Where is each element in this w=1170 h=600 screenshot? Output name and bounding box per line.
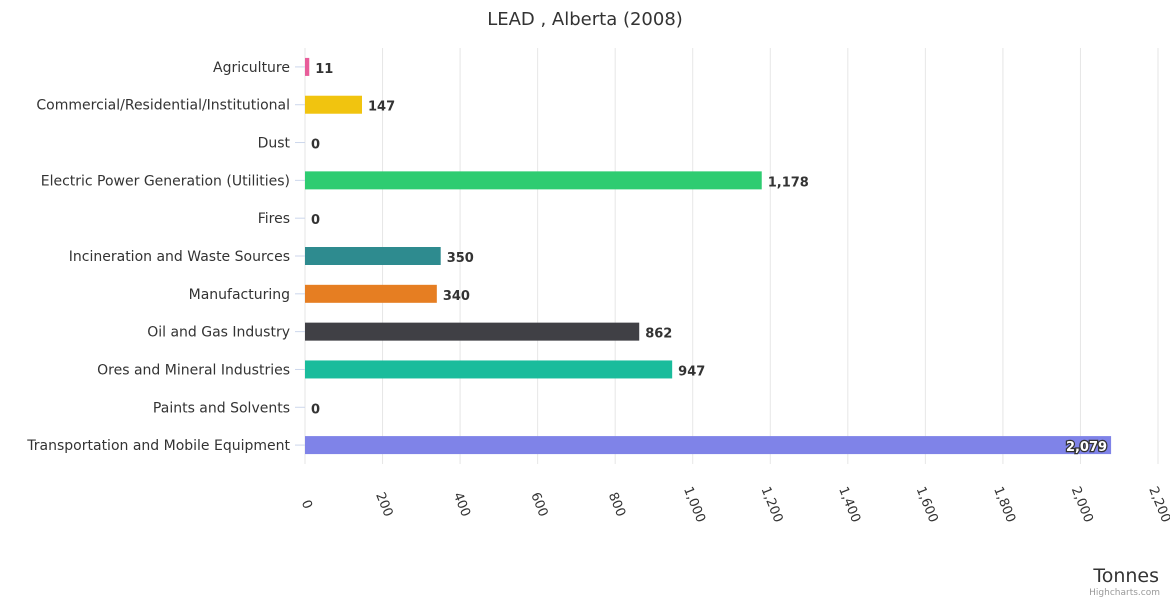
x-axis-tick-label: 1,200 xyxy=(758,485,786,525)
bar[interactable] xyxy=(305,322,640,341)
data-label: 340 xyxy=(443,289,470,304)
data-label: 947 xyxy=(678,364,705,379)
x-axis-tick-label: 400 xyxy=(450,490,473,519)
bar[interactable] xyxy=(305,95,362,114)
bar[interactable] xyxy=(305,284,437,303)
data-label: 1,178 xyxy=(768,175,809,190)
category-label: Ores and Mineral Industries xyxy=(97,362,290,378)
bar[interactable] xyxy=(305,171,762,190)
category-label: Dust xyxy=(258,136,291,152)
data-labels: 11 147 0 1,178 0 350 340 862 947 0 2,079 xyxy=(311,62,1108,456)
category-label: Transportation and Mobile Equipment xyxy=(26,438,290,454)
credits-label[interactable]: Highcharts.com xyxy=(1089,588,1160,598)
x-axis-tick-labels: 0 200 400 600 800 1,000 1,200 1,400 1,600 1,800 2,… xyxy=(298,485,1170,525)
bar[interactable] xyxy=(305,436,1112,455)
bar-series xyxy=(305,57,1112,455)
category-label: Commercial/Residential/Institutional xyxy=(36,98,290,114)
category-label: Paints and Solvents xyxy=(153,400,290,416)
chart-title: LEAD , Alberta (2008) xyxy=(487,9,683,30)
data-label: 0 xyxy=(311,402,320,417)
x-axis-tick-label: 800 xyxy=(605,490,628,519)
x-axis-tick-label: 1,800 xyxy=(990,485,1018,525)
x-axis-tick-label: 0 xyxy=(298,498,315,511)
data-label: 0 xyxy=(311,213,320,228)
gridlines xyxy=(304,48,1159,464)
data-label: 0 xyxy=(311,138,320,153)
x-axis-tick-label: 1,600 xyxy=(913,485,941,525)
category-label: Fires xyxy=(258,211,290,227)
data-label: 862 xyxy=(645,327,672,342)
category-labels: Agriculture Commercial/Residential/Instit… xyxy=(26,60,305,454)
x-axis-tick-label: 1,000 xyxy=(680,485,708,525)
bar[interactable] xyxy=(305,247,441,265)
data-label: 11 xyxy=(315,62,333,77)
x-axis-tick-label: 600 xyxy=(527,490,550,519)
x-axis-title: Tonnes xyxy=(1092,565,1159,587)
category-label: Agriculture xyxy=(213,60,290,76)
x-axis-tick-label: 1,400 xyxy=(835,485,863,525)
bar[interactable] xyxy=(305,57,310,76)
category-label: Oil and Gas Industry xyxy=(147,325,290,341)
data-label: 2,079 xyxy=(1066,440,1107,455)
category-label: Electric Power Generation (Utilities) xyxy=(41,173,290,189)
category-label: Manufacturing xyxy=(189,287,290,303)
data-label: 350 xyxy=(447,251,474,266)
data-label: 147 xyxy=(368,100,395,115)
x-axis-tick-label: 200 xyxy=(372,490,395,519)
x-axis-tick-label: 2,200 xyxy=(1145,485,1170,525)
bar[interactable] xyxy=(305,360,673,379)
x-axis-tick-label: 2,000 xyxy=(1068,485,1096,525)
category-label: Incineration and Waste Sources xyxy=(69,249,290,265)
